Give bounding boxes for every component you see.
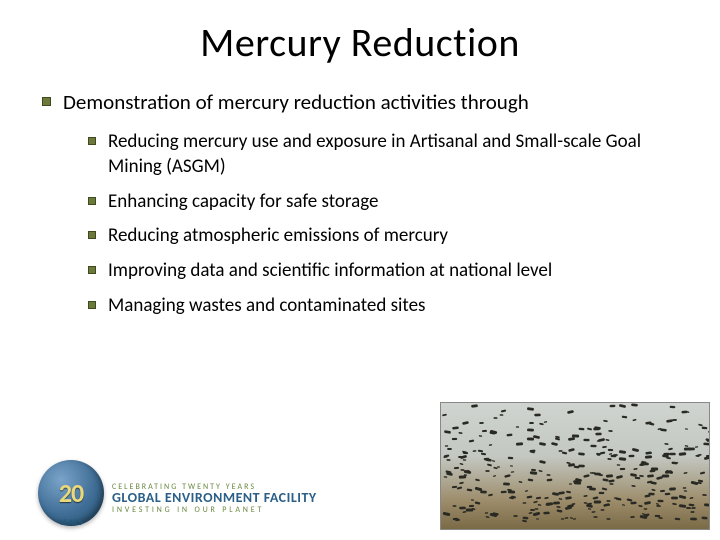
gef-badge-icon: 20 YEARS [38,460,104,526]
slide: Mercury Reduction Demonstration of mercu… [0,0,720,540]
bullet-l2-text: Reducing atmospheric emissions of mercur… [108,224,448,249]
bullet-l2-text: Improving data and scientific informatio… [108,259,552,284]
footer: 20 YEARS CELEBRATING TWENTY YEARS GLOBAL… [0,450,720,540]
bullet-marker-icon [88,231,96,239]
bullet-l1-text: Demonstration of mercury reduction activ… [63,89,529,116]
logo-org-name: GLOBAL ENVIRONMENT FACILITY [112,491,317,506]
badge-number: 20 [59,477,83,509]
gef-logo-text: CELEBRATING TWENTY YEARS GLOBAL ENVIRONM… [112,483,317,514]
bullet-level2: Improving data and scientific informatio… [88,259,680,284]
logo-tagline-bottom: INVESTING IN OUR PLANET [112,506,317,514]
bullet-marker-icon [88,266,96,274]
bullet-marker-icon [88,137,96,145]
bird-swarm-icon [441,403,709,529]
bullet-marker-icon [42,97,51,106]
bullet-l2-text: Managing wastes and contaminated sites [108,294,425,319]
bullet-level2: Enhancing capacity for safe storage [88,190,680,215]
bullet-marker-icon [88,197,96,205]
badge-circle: 20 [38,460,104,526]
bullet-level2: Reducing mercury use and exposure in Art… [88,130,680,179]
bullet-level2: Reducing atmospheric emissions of mercur… [88,224,680,249]
bird-flock-photo [440,402,710,530]
bullet-level2: Managing wastes and contaminated sites [88,294,680,319]
bullet-l2-text: Enhancing capacity for safe storage [108,190,378,215]
bullet-level1: Demonstration of mercury reduction activ… [42,89,680,116]
slide-title: Mercury Reduction [40,18,680,67]
bullet-marker-icon [88,301,96,309]
badge-years-label: YEARS [38,518,104,528]
bullet-l2-text: Reducing mercury use and exposure in Art… [108,130,680,179]
